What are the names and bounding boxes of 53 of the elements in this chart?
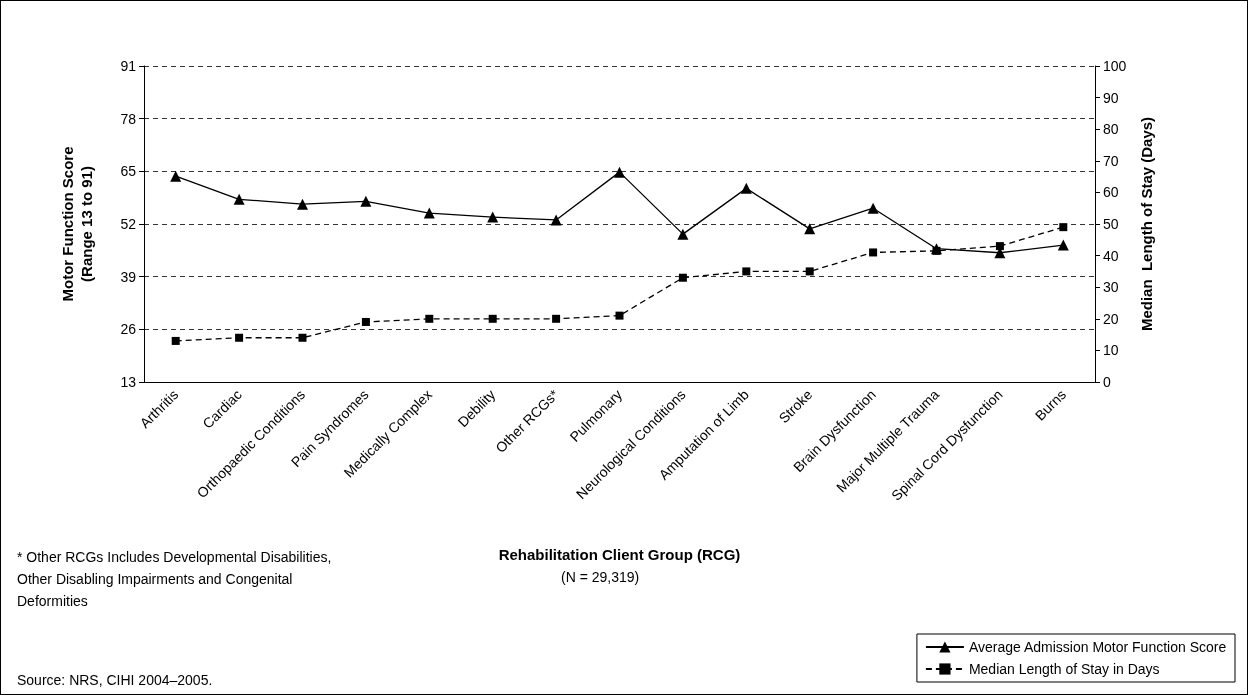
point (233, 193, 245, 205)
point (615, 311, 624, 320)
y2-tick-label: 80 (1103, 121, 1119, 138)
point (614, 166, 625, 178)
y-tick-label: 13 (120, 374, 137, 390)
source-note: Source: NRS, CIHI 2004–2005. (17, 672, 213, 688)
point (869, 248, 878, 257)
y2-tick-label: 0 (1103, 374, 1111, 390)
point (487, 211, 499, 223)
text: (N = 29,319) (561, 569, 640, 585)
y-tick-label: 78 (120, 110, 137, 127)
point (488, 314, 497, 323)
point (423, 207, 435, 219)
legend-label: Average Admission Motor Function Score (968, 639, 1227, 655)
y-tick-label: 65 (120, 163, 137, 180)
x-axis-title: Rehabilitation Client Group (RCG) (498, 546, 741, 563)
point (361, 317, 370, 326)
point (742, 267, 751, 276)
point (740, 182, 752, 194)
y2-tick-label: 60 (1103, 184, 1119, 201)
point (298, 333, 307, 342)
point (360, 195, 372, 207)
point (552, 314, 561, 323)
point (995, 242, 1004, 251)
point (1059, 223, 1068, 232)
point (297, 198, 308, 210)
y2-tick-label: 70 (1103, 152, 1119, 169)
y2-tick-label: 40 (1103, 247, 1119, 264)
legend-label: Median Length of Stay in Days (968, 661, 1160, 677)
y-tick-label: 39 (120, 268, 137, 285)
point (805, 267, 814, 276)
y2-tick-label: 100 (1103, 58, 1127, 74)
y-tick-label: 52 (120, 216, 137, 232)
point (867, 202, 879, 214)
y2-tick-label: 30 (1103, 279, 1119, 296)
y2-tick-label: 90 (1103, 89, 1119, 106)
point (1057, 239, 1069, 251)
y-tick-label: 26 (120, 321, 137, 338)
point (425, 314, 434, 323)
point (678, 273, 687, 282)
y2-tick-label: 10 (1103, 342, 1119, 359)
text: * Other RCGs Includes Developmental Disabilities, Other Disabling Impairments and Congenital Deformities (17, 549, 336, 609)
point (550, 214, 562, 226)
y-axis-title: Motor Function Score (Range 13 to 91) (59, 146, 95, 302)
point (170, 170, 182, 182)
point (677, 228, 689, 240)
y-tick-label: 91 (120, 58, 137, 74)
point (235, 333, 244, 342)
y2-axis-title: Median Length of Stay (Days) (1138, 116, 1156, 332)
point (804, 223, 816, 235)
y2-tick-label: 20 (1103, 310, 1119, 327)
point (171, 336, 180, 345)
y2-tick-label: 50 (1103, 216, 1119, 232)
